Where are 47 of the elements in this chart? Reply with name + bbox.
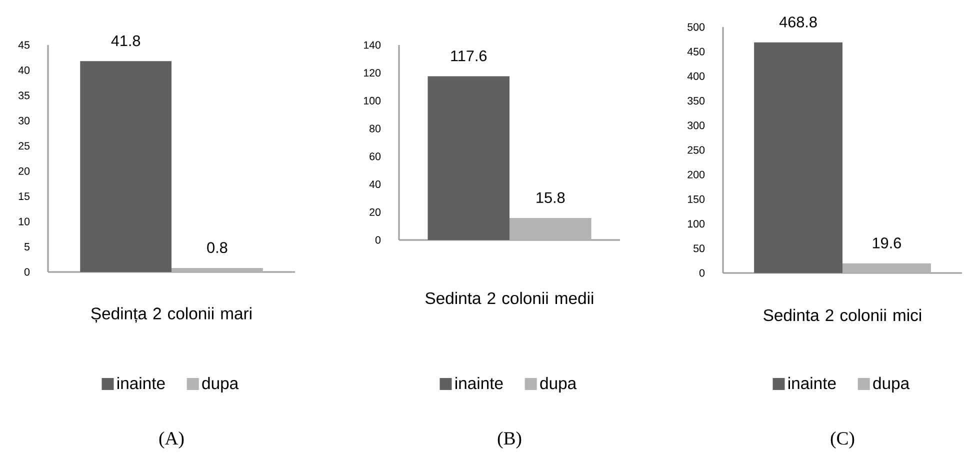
legend-label: inainte [788,376,836,390]
legend-label: dupa [873,376,910,392]
y-tick-label: 100 [364,96,381,104]
y-tick-label: 20 [18,167,30,175]
y-tick-label: 15 [18,192,30,200]
legend-label: dupa [540,376,577,392]
data-label: 468.8 [779,16,817,28]
y-tick-label: 40 [18,66,30,74]
text: (C) [830,432,854,448]
legend-label: inainte [456,376,503,390]
y-tick-label: 140 [364,41,381,49]
legend-label: inainte [118,376,165,390]
y-tick-label: 50 [694,244,705,252]
y-tick-label: 500 [688,23,705,31]
y-tick-label: 150 [688,195,705,203]
data-label: 117.6 [451,50,487,62]
text: (B) [498,432,522,448]
data-label: 15.8 [536,192,565,204]
y-tick-label: 0 [24,268,30,276]
y-tick-label: 80 [370,124,381,132]
y-tick-label: 0 [699,269,705,277]
y-tick-label: 25 [18,142,30,150]
x-tick-label: Sedinta 2 colonii mici [764,308,921,322]
data-label: 0.8 [207,242,228,254]
y-tick-label: 35 [18,92,30,100]
y-tick-label: 400 [687,72,705,80]
data-label: 19.6 [872,238,901,248]
text: (A) [159,432,184,448]
y-tick-label: 10 [18,218,30,226]
x-tick-label: Ședința 2 colonii mari [91,307,252,323]
y-tick-label: 350 [688,97,705,105]
y-tick-label: 45 [18,41,30,49]
y-tick-label: 200 [688,170,705,178]
y-tick-label: 100 [688,220,705,228]
legend-label: dupa [202,376,239,392]
y-tick-label: 250 [688,146,705,154]
y-tick-label: 0 [375,236,381,244]
y-tick-label: 30 [18,116,30,124]
y-tick-label: 120 [364,69,381,77]
y-tick-label: 60 [370,152,381,160]
y-tick-label: 300 [688,122,705,130]
y-tick-label: 40 [369,180,381,188]
y-tick-label: 450 [687,48,705,56]
x-tick-label: Sedinta 2 colonii medii [425,292,594,304]
y-tick-label: 20 [370,208,381,216]
y-tick-label: 5 [24,243,30,250]
data-label: 41.8 [111,35,140,46]
